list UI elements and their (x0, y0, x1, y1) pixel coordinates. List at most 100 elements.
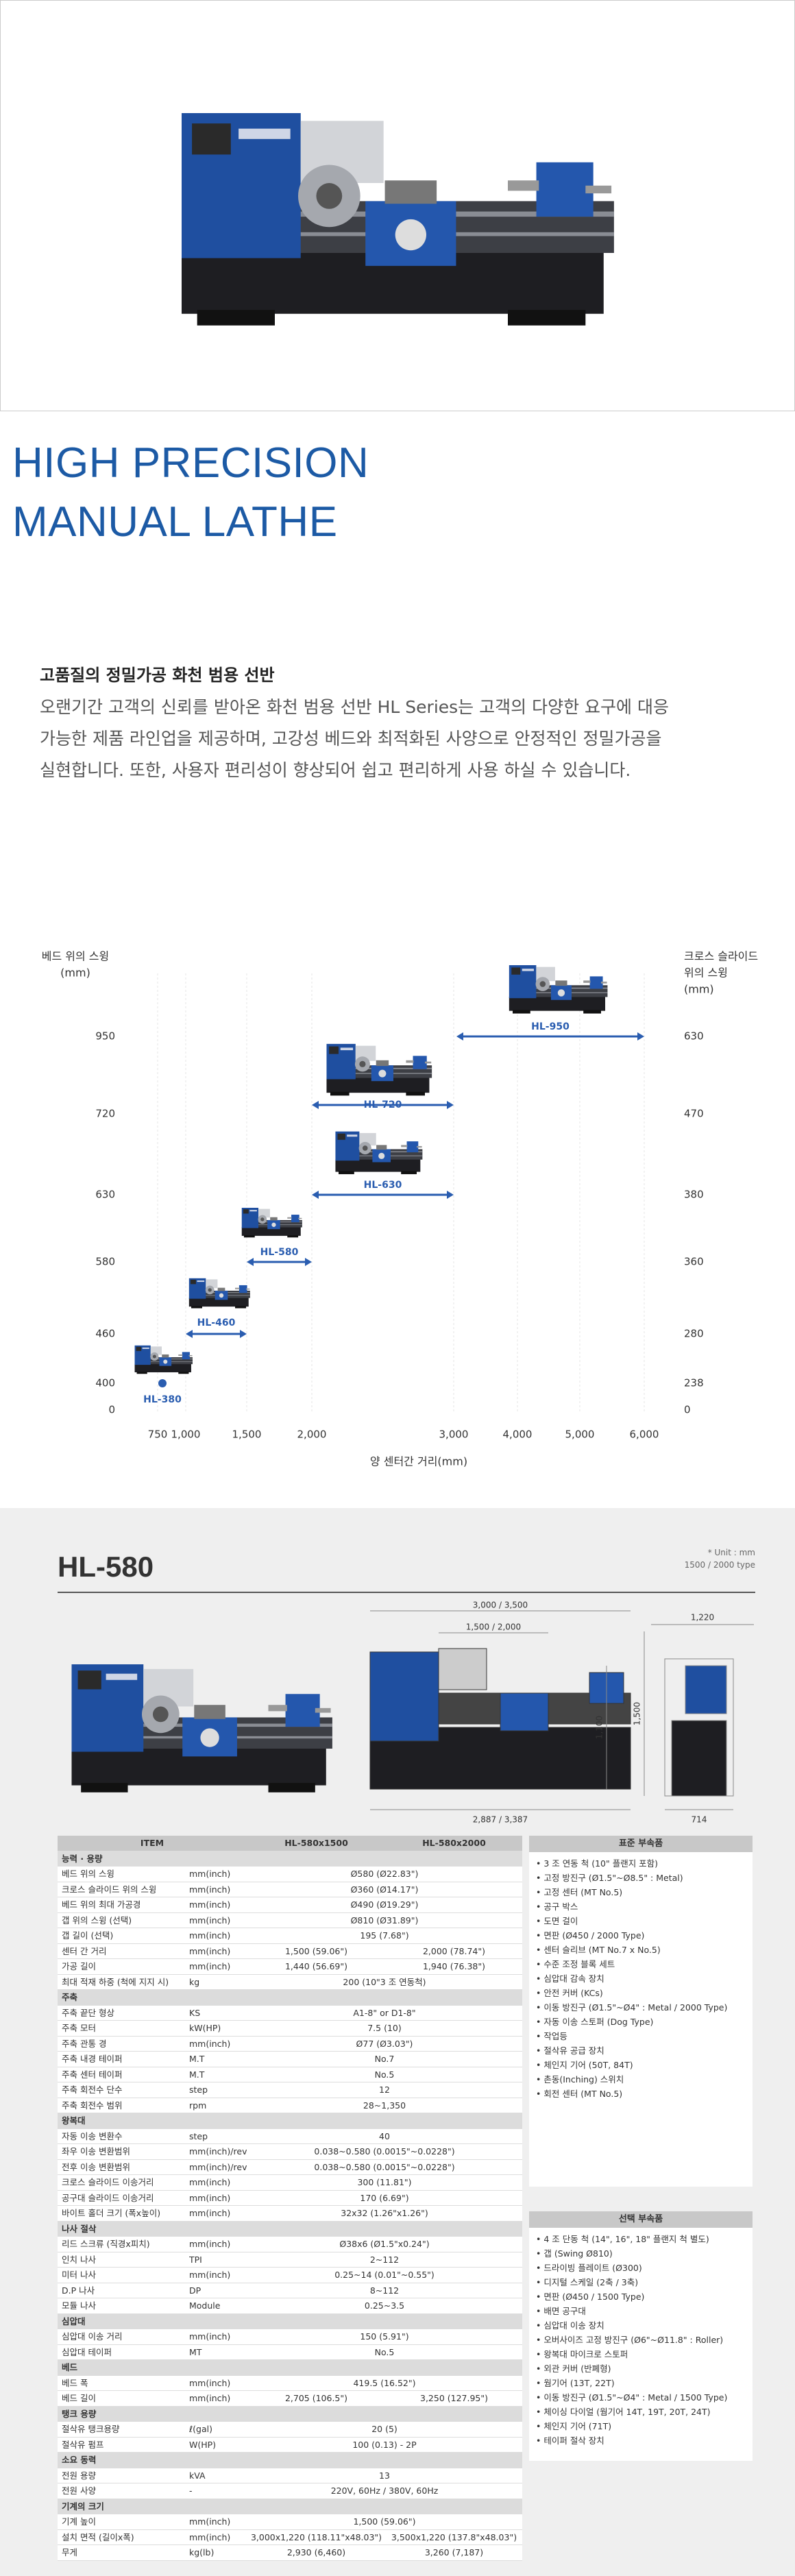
table-row (58, 1959, 522, 1975)
y-tick-label: 400 (95, 1377, 115, 1389)
table-cell: 심압대 이송 거리 (62, 2331, 123, 2342)
table-header-cell: HL-580x2000 (422, 1838, 486, 1848)
table-row (58, 2052, 522, 2067)
divider (58, 1592, 755, 1593)
product-image (71, 1664, 332, 1793)
y-tick-label: 630 (95, 1189, 115, 1201)
table-cell: 20 (5) (371, 2424, 398, 2434)
table-section-row (58, 1851, 522, 1867)
table-cell: 무게 (62, 2547, 78, 2557)
x-tick-label: 4,000 (503, 1429, 533, 1441)
model-image (134, 1345, 193, 1374)
table-row (58, 1867, 522, 1882)
accessory-item: • 면판 (Ø450 / 1500 Type) (536, 2292, 645, 2302)
page-title: HIGH PRECISION (12, 439, 369, 487)
y2-tick-label: 630 (684, 1030, 704, 1043)
table-section-row (58, 2113, 522, 2129)
table-cell: 220V, 60Hz / 380V, 60Hz (330, 2486, 439, 2496)
table-cell: mm(inch) (189, 1915, 231, 1925)
table-cell: M.T (189, 2069, 205, 2080)
x-tick-label: 5,000 (565, 1429, 595, 1441)
model-image (188, 1278, 250, 1309)
table-row (58, 2144, 522, 2160)
model-label: HL-580 (260, 1247, 299, 1258)
accessory-item: • 체인지 기어 (50T, 84T) (536, 2060, 633, 2070)
accessory-item: • 안전 커버 (KCs) (536, 1988, 603, 1998)
table-cell: kW(HP) (189, 2023, 221, 2033)
model-image (326, 1043, 432, 1096)
table-cell: 리드 스크류 (직경x피치) (62, 2239, 150, 2249)
accessory-item: • 촌동(Inching) 스위치 (536, 2074, 624, 2085)
accessory-item: • 센터 슬리브 (MT No.7 x No.5) (536, 1945, 661, 1955)
table-cell: Ø580 (Ø22.83") (350, 1869, 419, 1879)
intro-text: 가능한 제품 라인업을 제공하며, 고강성 베드와 최적화된 사양으로 안정적인… (40, 729, 662, 749)
accessory-item: • 면판 (Ø450 / 2000 Type) (536, 1930, 645, 1941)
table-cell: 주축 회전수 범위 (62, 2100, 123, 2111)
accessory-item: • 배면 공구대 (536, 2306, 586, 2316)
table-cell: mm(inch) (189, 2531, 231, 2542)
intro-heading: 고품질의 정밀가공 화천 범용 선반 (40, 666, 275, 685)
accessory-item: • 심압대 이송 장치 (536, 2320, 604, 2331)
table-cell: 195 (7.68") (360, 1930, 409, 1941)
table-cell: Ø810 (Ø31.89") (350, 1915, 419, 1925)
table-header-row (58, 1836, 522, 1851)
accessory-item: • 4 조 단동 척 (14", 16", 18" 플랜지 척 별도) (536, 2234, 709, 2244)
intro-text: 오랜기간 고객의 신뢰를 받아온 화천 범용 선반 HL Series는 고객의… (40, 697, 669, 717)
table-cell: 센터 간 거리 (62, 1945, 107, 1956)
table-row (58, 2422, 522, 2438)
table-cell: M.T (189, 2054, 205, 2064)
table-cell: 주축 끝단 형상 (62, 2007, 114, 2018)
table-cell: 1,500 (59.06") (284, 1945, 348, 1956)
table-cell: 12 (379, 2085, 390, 2095)
table-cell: 베드 폭 (62, 2377, 88, 2388)
table-section-label: 베드 (62, 2362, 78, 2372)
y-tick-label: 950 (95, 1030, 115, 1043)
table-cell: 32x32 (1.26"x1.26") (341, 2208, 428, 2218)
table-cell: mm(inch) (189, 1899, 231, 1910)
table-row (58, 2252, 522, 2268)
accessory-item: • 오버사이즈 고정 방진구 (Ø6"~Ø11.8" : Roller) (536, 2335, 724, 2345)
table-row (58, 2298, 522, 2314)
table-header-cell: ITEM (140, 1838, 164, 1848)
table-cell: mm(inch) (189, 1930, 231, 1941)
accessory-item: • 체이싱 다이얼 (웜기어 14T, 19T, 20T, 24T) (536, 2407, 711, 2417)
table-section-row (58, 2499, 522, 2514)
dimension-label: 3,000 / 3,500 (473, 1601, 528, 1610)
table-cell: No.5 (374, 2346, 395, 2357)
table-cell: 300 (11.81") (357, 2177, 412, 2187)
table-section-row (58, 2221, 522, 2237)
table-cell: mm(inch) (189, 2393, 231, 2403)
table-cell: DP (189, 2285, 201, 2296)
table-row (58, 2237, 522, 2252)
table-row (58, 1882, 522, 1897)
table-cell: 주축 모터 (62, 2023, 96, 2033)
y2-tick-label: 380 (684, 1189, 704, 1201)
x-tick-label: 1,500 (232, 1429, 262, 1441)
table-cell: Ø360 (Ø14.17") (350, 1884, 419, 1895)
table-section-label: 심압대 (62, 2316, 86, 2326)
y2-axis-title: 위의 스윙 (684, 967, 728, 980)
table-section-label: 나사 절삭 (62, 2223, 97, 2234)
table-row (58, 1974, 522, 1990)
table-cell: 170 (6.69") (360, 2192, 409, 2203)
table-cell: 3,500x1,220 (137.8"x48.03") (391, 2531, 517, 2542)
dimension-label: 1,500 / 2,000 (466, 1623, 521, 1632)
table-row (58, 2283, 522, 2298)
model-label: HL-630 (364, 1180, 402, 1191)
x-tick-label: 3,000 (439, 1429, 469, 1441)
table-row (58, 2021, 522, 2037)
table-section-row (58, 2453, 522, 2468)
table-cell: Ø38x6 (Ø1.5"x0.24") (339, 2239, 430, 2249)
table-cell: ℓ(gal) (189, 2424, 212, 2434)
table-cell: mm(inch) (189, 2038, 231, 2049)
table-header-cell: HL-580x1500 (284, 1838, 348, 1848)
accessory-item: • 수준 조정 블록 세트 (536, 1959, 615, 1969)
table-cell: No.7 (374, 2054, 395, 2064)
x-tick-label: 2,000 (297, 1429, 327, 1441)
y-tick-label: 460 (95, 1328, 115, 1340)
accessory-item: • 도면 걸이 (536, 1916, 578, 1926)
table-row (58, 2005, 522, 2021)
y2-tick-label: 360 (684, 1256, 704, 1268)
accessory-item: • 왕복대 마이크로 스토퍼 (536, 2349, 628, 2359)
table-cell: MT (189, 2346, 202, 2357)
